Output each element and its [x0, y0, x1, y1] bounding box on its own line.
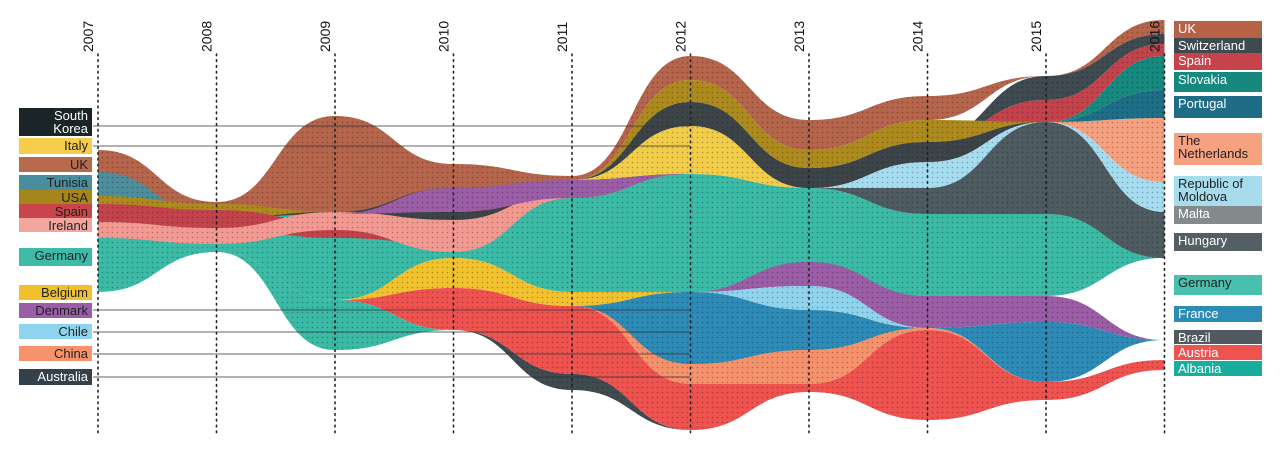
right-label-albania: Albania	[1174, 361, 1262, 376]
year-labels-layer: 2007 2008 2009 2010 2011 2012 2013 2014 2015 2016	[80, 21, 1163, 52]
right-label-spain: Spain	[1174, 53, 1262, 70]
year-label-2009: 2009	[317, 21, 333, 52]
left-label-south-korea: South Korea	[19, 108, 92, 136]
right-label-germany: Germany	[1174, 275, 1262, 295]
left-label-tunisia: Tunisia	[19, 175, 92, 190]
right-label-republic-of-moldova: Republic of Moldova	[1174, 176, 1262, 206]
stream-italy-16	[98, 122, 1165, 224]
year-label-2012: 2012	[673, 21, 689, 52]
stream-texture-germany	[98, 174, 1165, 300]
stream-texture-usa	[98, 122, 1165, 218]
stream-texture-chile	[98, 252, 1165, 350]
right-label-austria: Austria	[1174, 345, 1262, 360]
left-label-italy: Italy	[19, 138, 92, 154]
stream-texture-hungary	[98, 122, 1165, 258]
leader-lines-layer	[93, 125, 690, 378]
left-label-germany: Germany	[19, 248, 92, 266]
stream-usa-21	[98, 122, 1165, 218]
right-label-slovakia: Slovakia	[1174, 72, 1262, 92]
right-label-the-netherlands: The Netherlands	[1174, 133, 1262, 165]
stream-republic-of-moldova-10	[98, 122, 1165, 224]
right-label-france: France	[1174, 306, 1262, 322]
year-label-2008: 2008	[199, 21, 215, 52]
left-label-usa: USA	[19, 190, 92, 204]
year-label-2007: 2007	[80, 21, 96, 52]
stream-texture-italy	[98, 122, 1165, 224]
stream-texture-ireland	[98, 122, 1165, 252]
stream-texture-republic-of-moldova	[98, 122, 1165, 224]
left-label-chile: Chile	[19, 324, 92, 339]
stream-ireland-24	[98, 122, 1165, 252]
left-label-denmark: Denmark	[19, 303, 92, 318]
stream-texture-france	[98, 252, 1165, 382]
left-label-spain: Spain	[19, 204, 92, 218]
stream-hungary-9	[98, 122, 1165, 258]
stream-texture-uk	[98, 20, 1165, 224]
stream-france-5	[98, 252, 1165, 382]
left-label-australia: Australia	[19, 369, 92, 385]
stream-germany-0	[98, 174, 1165, 300]
year-guides-layer	[97, 53, 1166, 437]
right-label-portugal: Portugal	[1174, 96, 1262, 118]
year-label-2014: 2014	[910, 21, 926, 52]
right-label-hungary: Hungary	[1174, 233, 1262, 251]
stream-texture-denmark	[98, 252, 1165, 340]
stream-denmark-3	[98, 252, 1165, 340]
right-label-brazil: Brazil	[1174, 330, 1262, 344]
right-label-uk: UK	[1174, 21, 1262, 38]
year-label-2010: 2010	[436, 21, 452, 52]
stream-chile-8	[98, 252, 1165, 350]
left-label-belgium: Belgium	[19, 285, 92, 300]
left-label-ireland: Ireland	[19, 218, 92, 232]
stream-uk-19	[98, 20, 1165, 224]
right-label-switzerland: Switzerland	[1174, 38, 1262, 55]
year-label-2015: 2015	[1028, 21, 1044, 52]
year-label-2016: 2016	[1147, 21, 1163, 52]
right-label-malta: Malta	[1174, 206, 1262, 224]
streams-layer	[98, 20, 1165, 430]
left-label-uk: UK	[19, 157, 92, 172]
year-label-2011: 2011	[554, 22, 570, 52]
year-label-2013: 2013	[791, 21, 807, 52]
left-label-china: China	[19, 346, 92, 361]
